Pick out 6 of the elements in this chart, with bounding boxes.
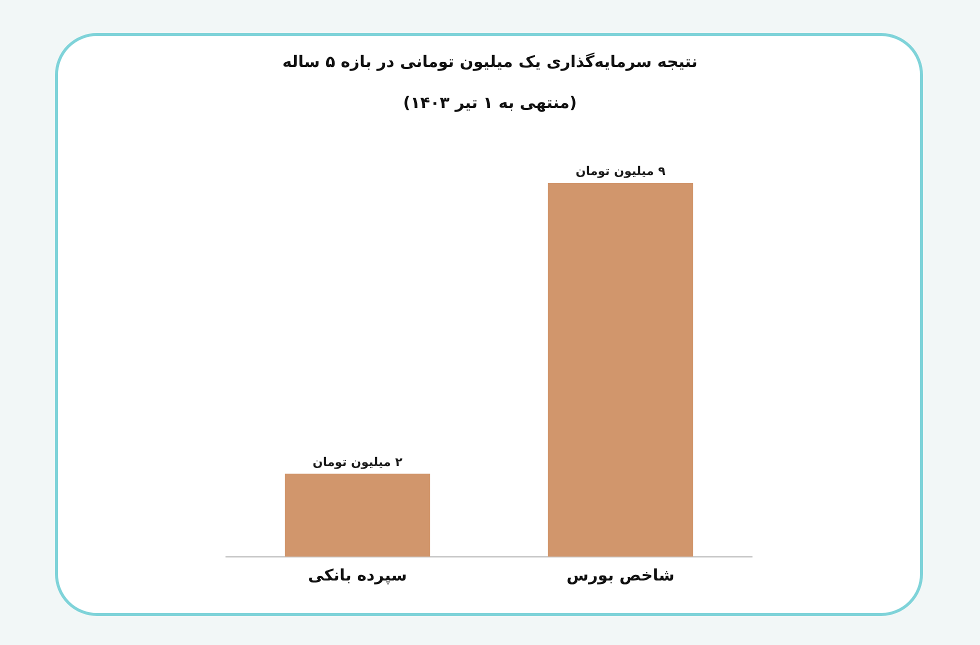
chart-title: نتیجه سرمایه‌گذاری یک میلیون تومانی در بازه ۵ ساله — [281, 51, 699, 73]
x-tick-label: سپرده بانکی — [308, 566, 407, 585]
data-label: ۹ میلیون تومان — [576, 164, 666, 178]
x-tick-label: شاخص بورس — [566, 566, 674, 585]
chart-subtitle: (منتهی به ۱ تیر ۱۴۰۳) — [402, 92, 578, 114]
data-label: ۲ میلیون تومان — [312, 454, 404, 469]
